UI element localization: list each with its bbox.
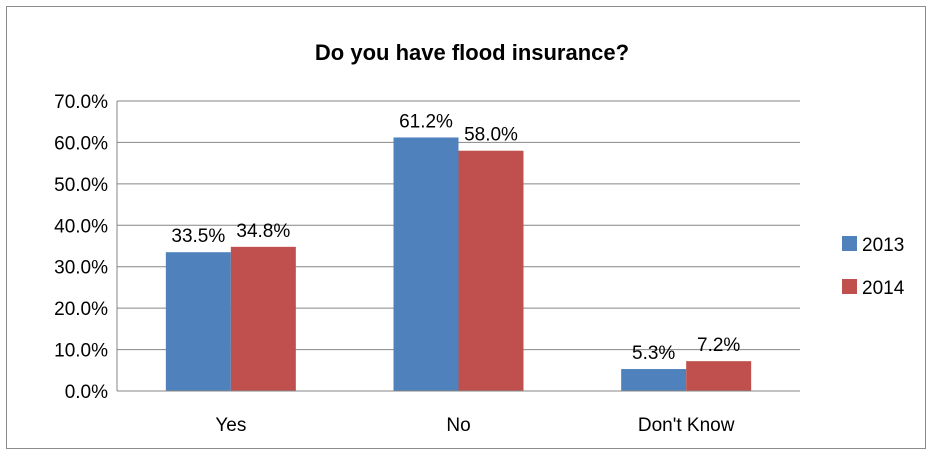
x-tick-label: No (446, 415, 470, 436)
legend-label: 2013 (862, 235, 904, 256)
chart-title: Do you have flood insurance? (315, 40, 629, 65)
data-label: 33.5% (171, 226, 225, 247)
legend: 2013 2014 (842, 235, 905, 299)
bar-2013 (621, 369, 687, 391)
legend-swatch (842, 236, 857, 251)
legend-swatch (842, 279, 857, 294)
bar-2013 (393, 137, 459, 391)
data-label: 34.8% (236, 221, 290, 242)
data-label: 5.3% (632, 343, 675, 364)
data-label: 58.0% (464, 125, 518, 146)
bars (165, 137, 752, 391)
bar-2014 (458, 150, 524, 391)
bar-2014 (686, 361, 752, 391)
legend-label: 2014 (862, 278, 905, 299)
x-tick-label: Yes (215, 415, 246, 436)
y-tick-label: 0.0% (65, 382, 108, 403)
y-tick-label: 70.0% (54, 92, 108, 113)
y-tick-label: 10.0% (54, 341, 108, 362)
y-axis: 0.0% 10.0% 20.0% 30.0% 40.0% 50.0% 60.0% 70.0% (54, 92, 118, 403)
data-labels: 33.5% 34.8% 61.2% 58.0% 5.3% 7.2% (171, 111, 740, 364)
data-label: 7.2% (697, 335, 740, 356)
x-axis: Yes No Don't Know (117, 390, 800, 436)
y-tick-label: 20.0% (54, 299, 108, 320)
y-tick-label: 30.0% (54, 258, 108, 279)
x-tick-label: Don't Know (638, 415, 735, 436)
y-tick-label: 50.0% (54, 175, 108, 196)
data-label: 61.2% (399, 111, 453, 132)
bar-2014 (230, 246, 296, 391)
bar-2013 (165, 252, 231, 391)
y-tick-label: 60.0% (54, 133, 108, 154)
y-tick-label: 40.0% (54, 216, 108, 237)
